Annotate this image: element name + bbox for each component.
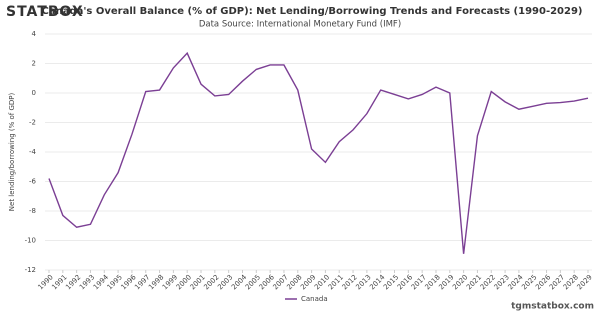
watermark: tgmstatbox.com (511, 302, 594, 312)
y-axis-label: Net lending/borrowing (% of GDP) (8, 93, 16, 212)
chart-title: Canada's Overall Balance (% of GDP): Net… (41, 6, 582, 17)
chart-subtitle: Data Source: International Monetary Fund… (199, 20, 401, 30)
y-tick-label: -4 (29, 148, 37, 156)
y-tick-label: -6 (29, 178, 37, 186)
logo: STATBOX (6, 4, 84, 20)
y-tick-label: 2 (32, 60, 36, 68)
series-line (48, 51, 589, 254)
y-tick-label: -2 (29, 119, 36, 127)
y-tick-label: 0 (32, 89, 36, 97)
legend-label: Canada (301, 295, 328, 303)
y-tick-label: 4 (32, 30, 37, 38)
y-tick-label: -8 (29, 207, 36, 215)
y-tick-label: -10 (25, 237, 36, 245)
y-tick-label: -12 (25, 266, 36, 274)
